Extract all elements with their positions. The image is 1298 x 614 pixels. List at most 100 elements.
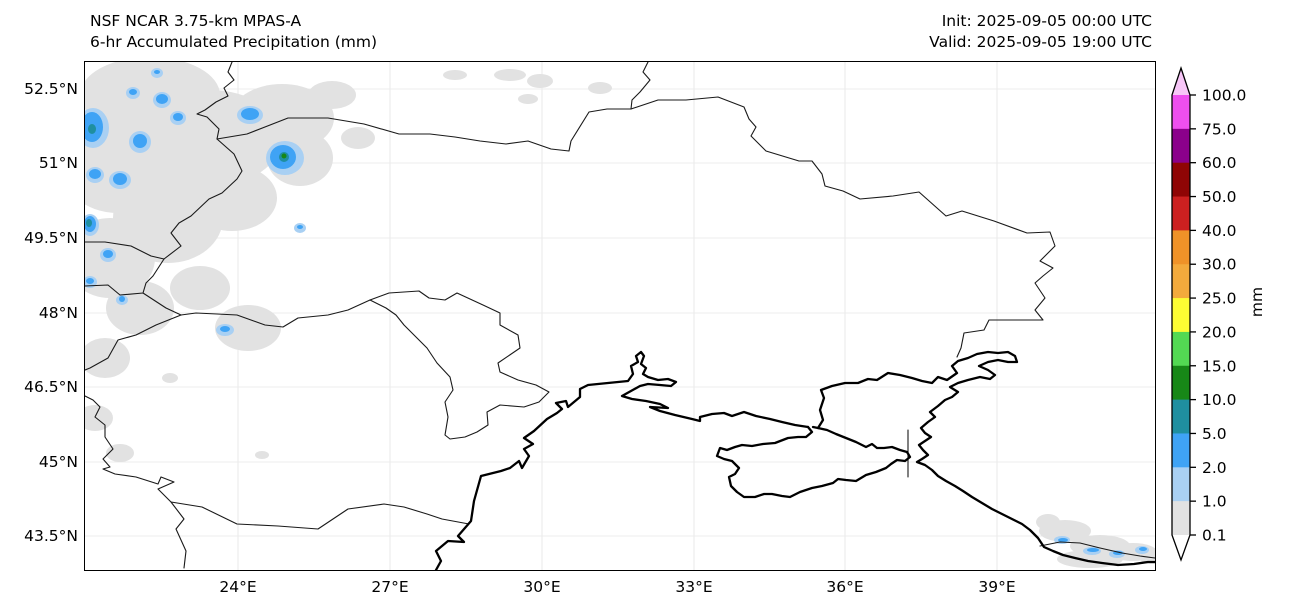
colorbar: 100.0 75.0 60.0 50.0 40.0 30.0 25.0 20.0 15.0 10.…: [1171, 65, 1266, 562]
map-plot-area: [84, 61, 1156, 571]
y-tick-label: 43.5°N: [24, 527, 78, 545]
colorbar-segment: [1172, 467, 1190, 502]
precip-cell: [1139, 547, 1147, 551]
colorbar-segment: [1172, 230, 1190, 265]
colorbar-tick-label: 100.0: [1202, 87, 1246, 105]
border-romania-serbia-bulgaria: [85, 395, 187, 569]
precip-cell: [173, 113, 183, 121]
precip-cell: [119, 296, 125, 302]
coastline: [434, 350, 1155, 570]
precip-cell: [308, 81, 356, 109]
colorbar-segment: [1172, 128, 1190, 164]
precip-cell: [133, 134, 147, 148]
colorbar-under-arrow: [1172, 535, 1190, 560]
border-moldova: [369, 290, 550, 440]
colorbar-tick-label: 15.0: [1202, 357, 1237, 375]
border-belarus-russia: [630, 62, 651, 110]
precip-cell: [89, 169, 101, 179]
precip-cell: [103, 250, 113, 258]
colorbar-segment: [1172, 196, 1190, 231]
border-ukraine-russia: [630, 96, 1056, 358]
precip-cell: [106, 444, 134, 462]
colorbar-tick-label: 10.0: [1202, 391, 1237, 409]
valid-time: Valid: 2025-09-05 19:00 UTC: [929, 33, 1152, 51]
colorbar-segment: [1172, 298, 1190, 333]
y-tick-label: 46.5°N: [24, 378, 78, 396]
country-borders: [85, 62, 1155, 569]
border-belarus-ukraine: [216, 108, 632, 152]
precip-cell: [106, 281, 174, 335]
colorbar-segment: [1172, 331, 1190, 367]
colorbar-segment: [1172, 162, 1190, 198]
precip-cell: [88, 124, 96, 134]
x-tick-label: 30°E: [523, 578, 561, 596]
x-tick-label: 33°E: [675, 578, 713, 596]
colorbar-tick-label: 75.0: [1202, 120, 1237, 138]
precip-cell: [215, 305, 281, 351]
border-ukraine-romania: [180, 299, 371, 328]
map-canvas: [85, 62, 1155, 570]
precip-cell: [85, 405, 113, 431]
precip-cell: [1058, 538, 1068, 542]
colorbar-segment: [1172, 264, 1190, 299]
precip-cell: [588, 82, 612, 94]
precip-cell: [494, 69, 526, 81]
precip-cell: [281, 153, 287, 159]
border-caucasus: [1039, 541, 1155, 559]
border-poland-ukraine: [163, 138, 243, 260]
y-tick-label: 51°N: [38, 154, 78, 172]
precip-cell: [86, 278, 94, 284]
colorbar-segment: [1172, 433, 1190, 468]
colorbar-tick-label: 1.0: [1202, 493, 1227, 511]
precip-cell: [255, 451, 269, 459]
y-tick-label: 52.5°N: [24, 80, 78, 98]
colorbar-segment: [1172, 365, 1190, 401]
border-romania-hungary: [85, 314, 182, 371]
colorbar-segment: [1172, 95, 1190, 130]
colorbar-tick-label: 40.0: [1202, 222, 1237, 240]
title-right: Init: 2025-09-05 00:00 UTC Valid: 2025-0…: [929, 11, 1152, 53]
colorbar-tick-label: 5.0: [1202, 425, 1227, 443]
precip-cell: [443, 70, 467, 80]
precip-cell: [1039, 520, 1091, 542]
x-tick-label: 24°E: [219, 578, 257, 596]
y-tick-label: 45°N: [38, 453, 78, 471]
coast-crimea: [715, 425, 912, 499]
y-tick-label: 48°N: [38, 304, 78, 322]
product-title: 6-hr Accumulated Precipitation (mm): [90, 33, 377, 51]
title-left: NSF NCAR 3.75-km MPAS-A 6-hr Accumulated…: [90, 11, 377, 53]
precipitation-layer: [85, 62, 1155, 568]
model-title: NSF NCAR 3.75-km MPAS-A: [90, 12, 302, 30]
colorbar-over-arrow: [1172, 68, 1190, 95]
colorbar-unit-label: mm: [1248, 287, 1266, 317]
x-tick-label: 27°E: [371, 578, 409, 596]
precip-cell: [129, 89, 137, 95]
coast-azov-caucasus: [816, 350, 1155, 567]
precip-cell: [1087, 548, 1099, 552]
gridlines: [85, 62, 1155, 570]
precip-cell: [162, 373, 178, 383]
colorbar-segment: [1172, 501, 1190, 536]
precip-cell: [518, 94, 538, 104]
precip-cell: [156, 94, 168, 104]
colorbar-tick-label: 25.0: [1202, 290, 1237, 308]
init-time: Init: 2025-09-05 00:00 UTC: [941, 12, 1152, 30]
precip-cell: [85, 218, 155, 298]
precip-cell: [154, 70, 160, 74]
precip-cell: [187, 165, 277, 231]
precip-cell: [220, 326, 230, 332]
colorbar-tick-label: 50.0: [1202, 188, 1237, 206]
border-poland-slovakia: [85, 241, 165, 260]
border-romania-bulgaria-danube: [170, 501, 470, 530]
precip-cell: [170, 266, 230, 310]
precip-cell: [341, 127, 375, 149]
border-poland-belarus: [196, 62, 235, 140]
border-ukraine-slovakia-hungary: [85, 258, 182, 316]
colorbar-tick-label: 30.0: [1202, 256, 1237, 274]
y-tick-label: 49.5°N: [24, 229, 78, 247]
colorbar-segment: [1172, 399, 1190, 435]
colorbar-tick-label: 0.1: [1202, 527, 1227, 545]
colorbar-tick-label: 2.0: [1202, 459, 1227, 477]
precip-cell: [241, 108, 259, 120]
